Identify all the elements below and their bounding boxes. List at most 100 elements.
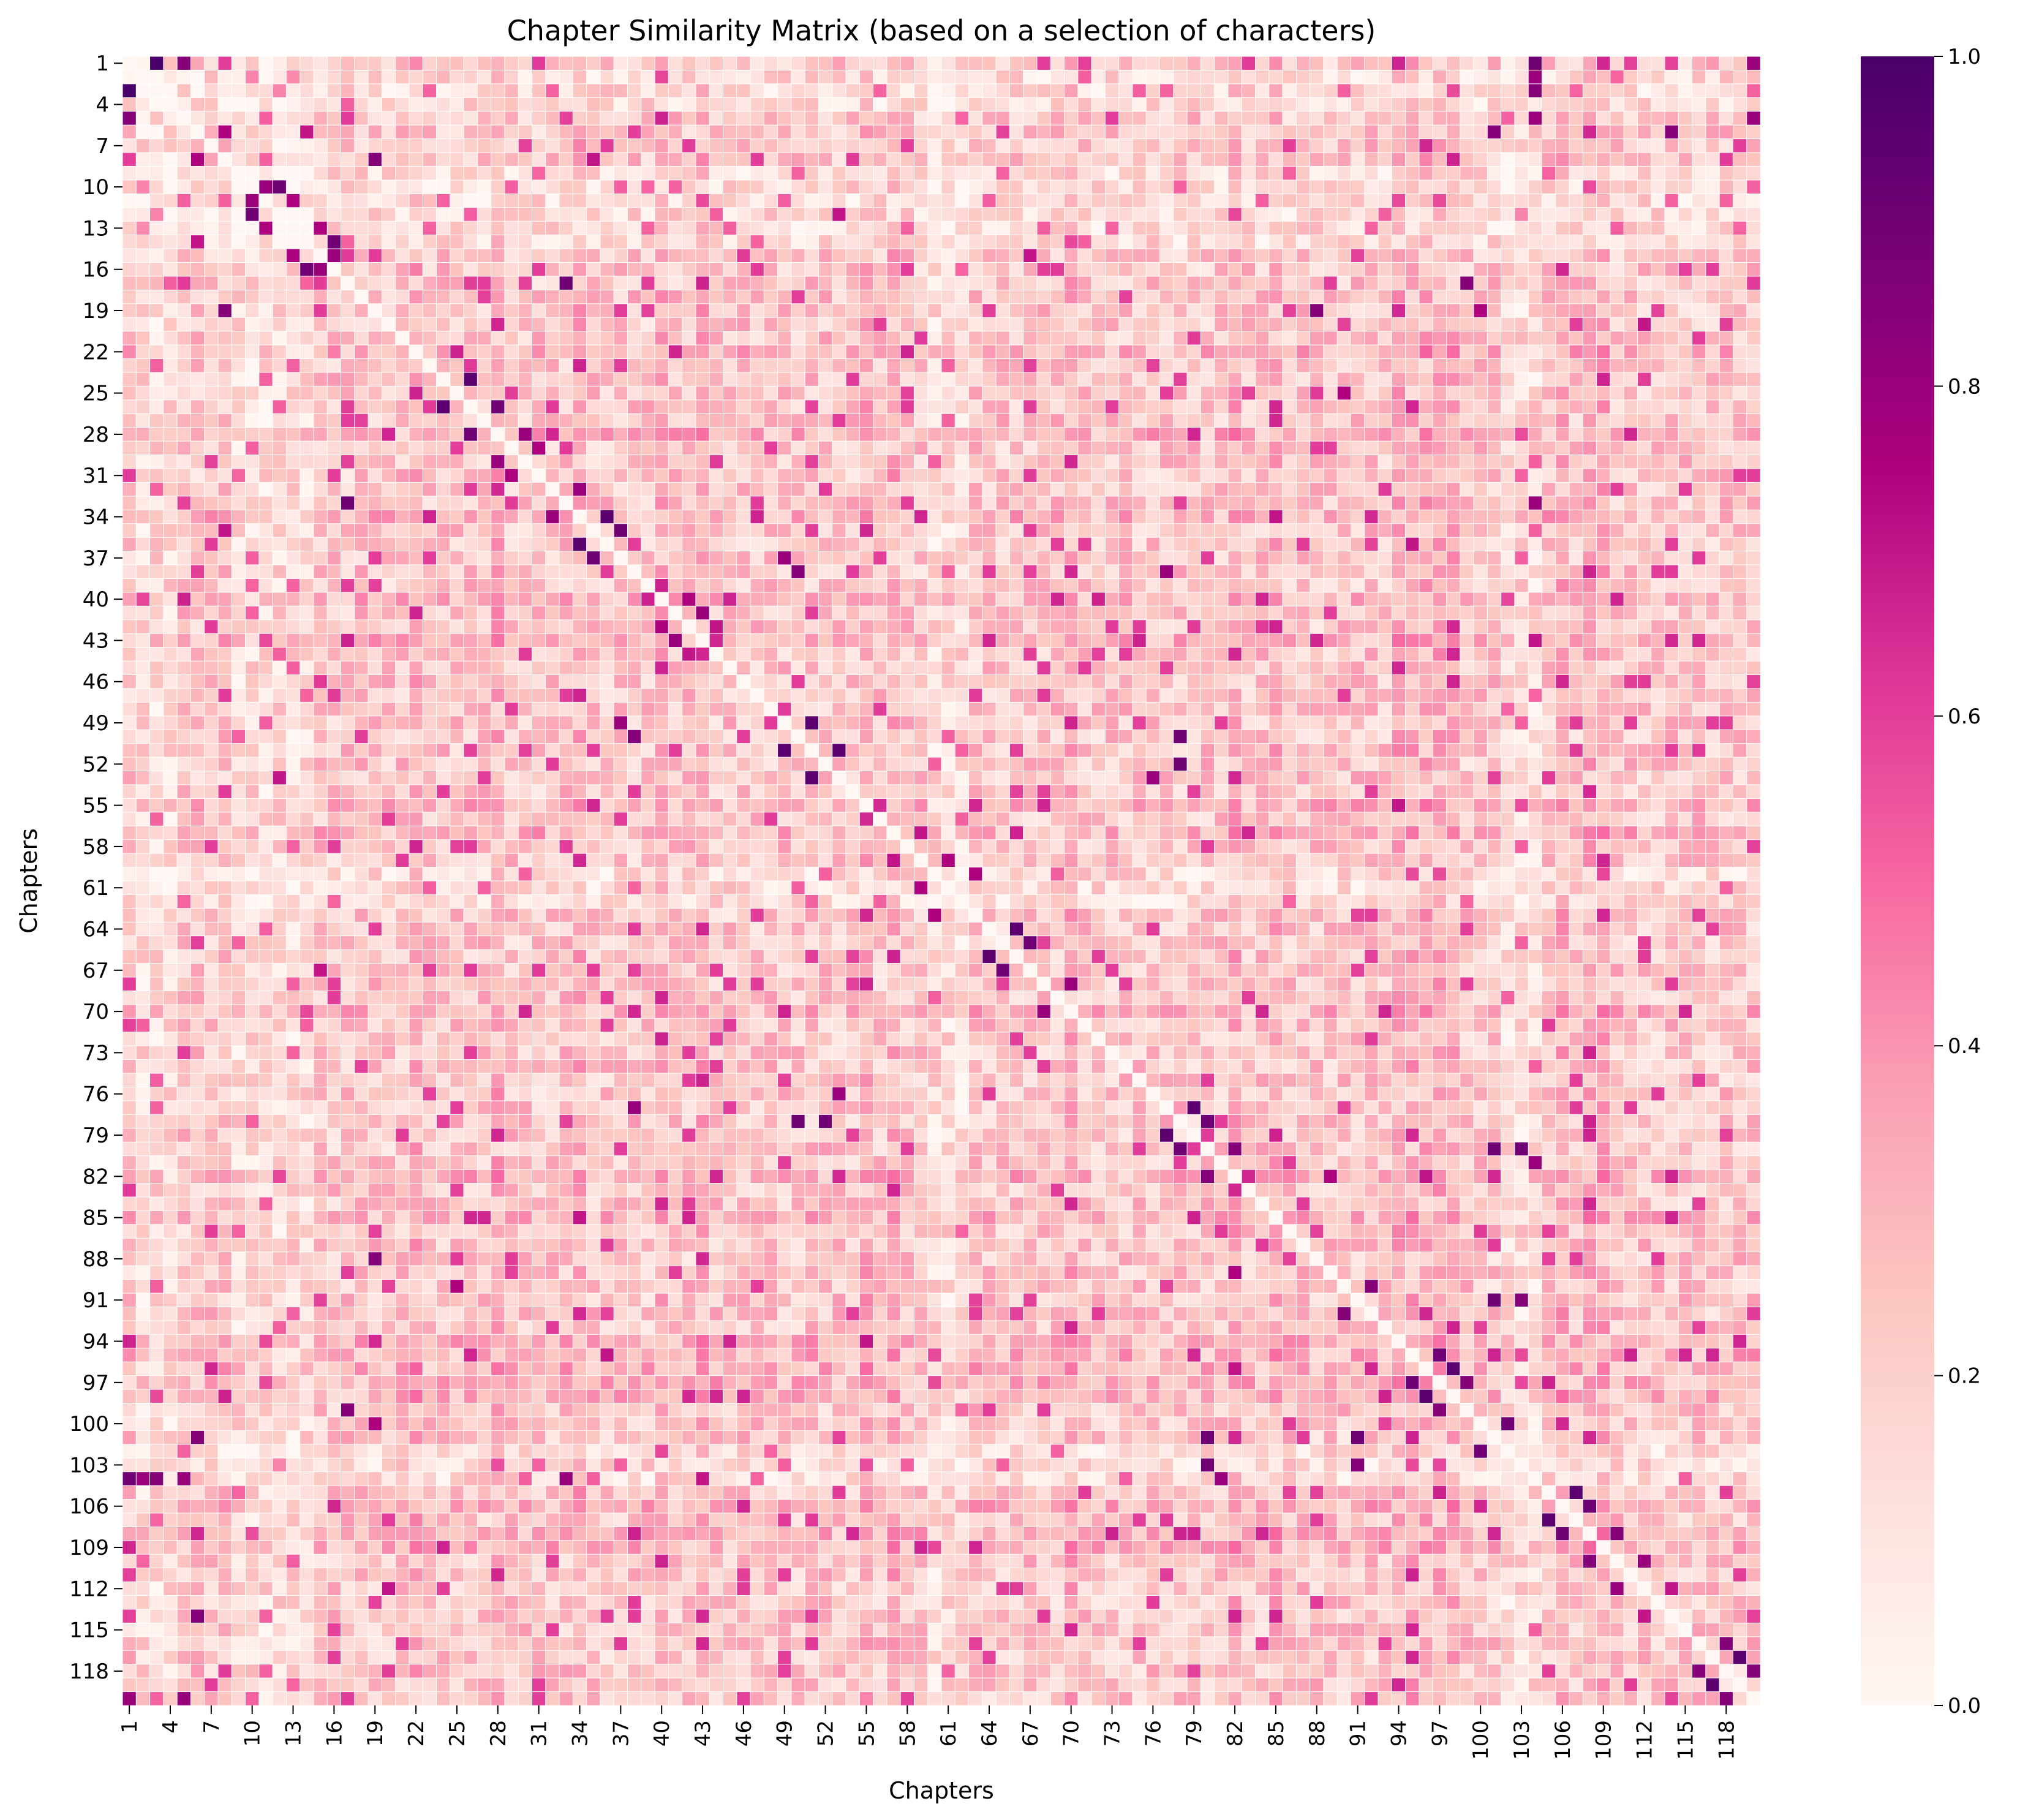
heatmap-cell	[913, 235, 929, 249]
heatmap-cell	[1391, 509, 1406, 524]
heatmap-cell	[204, 221, 219, 236]
heatmap-cell	[1118, 619, 1133, 635]
heatmap-cell	[285, 344, 301, 360]
heatmap-cell	[1023, 481, 1038, 497]
heatmap-cell	[559, 331, 574, 345]
heatmap-cell	[722, 592, 737, 607]
heatmap-cell	[1145, 455, 1161, 469]
heatmap-cell	[1064, 331, 1079, 345]
heatmap-cell	[1132, 509, 1147, 524]
heatmap-cell	[1514, 440, 1529, 456]
heatmap-cell	[1214, 605, 1229, 621]
heatmap-cell	[982, 97, 997, 112]
heatmap-cell	[463, 592, 478, 607]
heatmap-cell	[1323, 235, 1338, 249]
heatmap-cell	[1528, 83, 1543, 99]
heatmap-cell	[1132, 317, 1147, 332]
heatmap-cell	[722, 303, 737, 319]
heatmap-cell	[709, 303, 724, 319]
heatmap-cell	[982, 207, 997, 222]
heatmap-cell	[1419, 179, 1433, 195]
heatmap-cell	[1678, 235, 1693, 249]
heatmap-cell	[600, 152, 614, 167]
heatmap-cell	[1186, 440, 1202, 456]
heatmap-cell	[176, 152, 192, 167]
heatmap-cell	[1173, 385, 1188, 401]
heatmap-cell	[695, 56, 710, 71]
heatmap-cell	[545, 207, 560, 222]
heatmap-cell	[1473, 221, 1488, 236]
heatmap-cell	[463, 551, 478, 565]
heatmap-cell	[367, 509, 383, 524]
heatmap-cell	[1064, 221, 1079, 236]
heatmap-cell	[832, 179, 846, 195]
heatmap-cell	[245, 69, 260, 85]
heatmap-cell	[804, 124, 820, 140]
heatmap-cell	[341, 97, 355, 112]
heatmap-cell	[122, 152, 137, 167]
heatmap-cell	[1514, 358, 1529, 373]
heatmap-cell	[709, 372, 724, 387]
heatmap-cell	[231, 372, 246, 387]
heatmap-cell	[600, 427, 614, 442]
heatmap-cell	[1555, 537, 1570, 552]
heatmap-cell	[1460, 427, 1474, 442]
heatmap-cell	[245, 207, 260, 222]
heatmap-cell	[1596, 179, 1611, 195]
heatmap-cell	[258, 496, 273, 511]
heatmap-cell	[258, 331, 273, 345]
heatmap-cell	[1528, 440, 1543, 456]
heatmap-cell	[436, 248, 451, 263]
heatmap-cell	[1432, 69, 1447, 85]
heatmap-cell	[968, 207, 983, 222]
heatmap-cell	[122, 83, 137, 99]
heatmap-cell	[409, 207, 424, 222]
heatmap-cell	[300, 83, 314, 99]
heatmap-cell	[1118, 385, 1133, 401]
heatmap-cell	[1214, 248, 1229, 263]
heatmap-cell	[135, 605, 151, 621]
heatmap-cell	[1705, 248, 1720, 263]
heatmap-cell	[1351, 344, 1365, 360]
heatmap-cell	[1295, 165, 1311, 181]
heatmap-cell	[1623, 97, 1638, 112]
heatmap-cell	[1719, 605, 1734, 621]
heatmap-cell	[1432, 440, 1447, 456]
heatmap-cell	[873, 564, 888, 580]
heatmap-cell	[1664, 193, 1679, 208]
heatmap-cell	[1569, 496, 1584, 511]
heatmap-cell	[245, 427, 260, 442]
heatmap-cell	[258, 317, 273, 332]
heatmap-cell	[463, 262, 478, 277]
heatmap-cell	[1118, 97, 1133, 112]
heatmap-cell	[1009, 111, 1024, 126]
heatmap-cell	[1651, 358, 1665, 373]
heatmap-cell	[272, 248, 287, 263]
heatmap-cell	[763, 317, 778, 332]
heatmap-cell	[586, 165, 601, 181]
heatmap-cell	[1377, 496, 1393, 511]
heatmap-cell	[777, 399, 792, 415]
heatmap-cell	[1528, 111, 1543, 126]
heatmap-cell	[395, 152, 410, 167]
heatmap-cell	[845, 564, 861, 580]
heatmap-cell	[122, 551, 137, 565]
heatmap-cell	[600, 179, 614, 195]
heatmap-cell	[1064, 537, 1079, 552]
heatmap-cell	[1132, 399, 1147, 415]
heatmap-cell	[491, 455, 505, 469]
heatmap-cell	[285, 111, 301, 126]
heatmap-cell	[818, 83, 833, 99]
heatmap-cell	[941, 578, 956, 593]
heatmap-cell	[518, 111, 533, 126]
heatmap-cell	[722, 331, 737, 345]
heatmap-cell	[709, 427, 724, 442]
heatmap-cell	[682, 605, 696, 621]
heatmap-cell	[682, 207, 696, 222]
heatmap-cell	[409, 165, 424, 181]
heatmap-cell	[1104, 124, 1120, 140]
heatmap-cell	[354, 331, 369, 345]
heatmap-cell	[1460, 468, 1474, 483]
heatmap-cell	[627, 358, 642, 373]
heatmap-cell	[313, 276, 328, 291]
